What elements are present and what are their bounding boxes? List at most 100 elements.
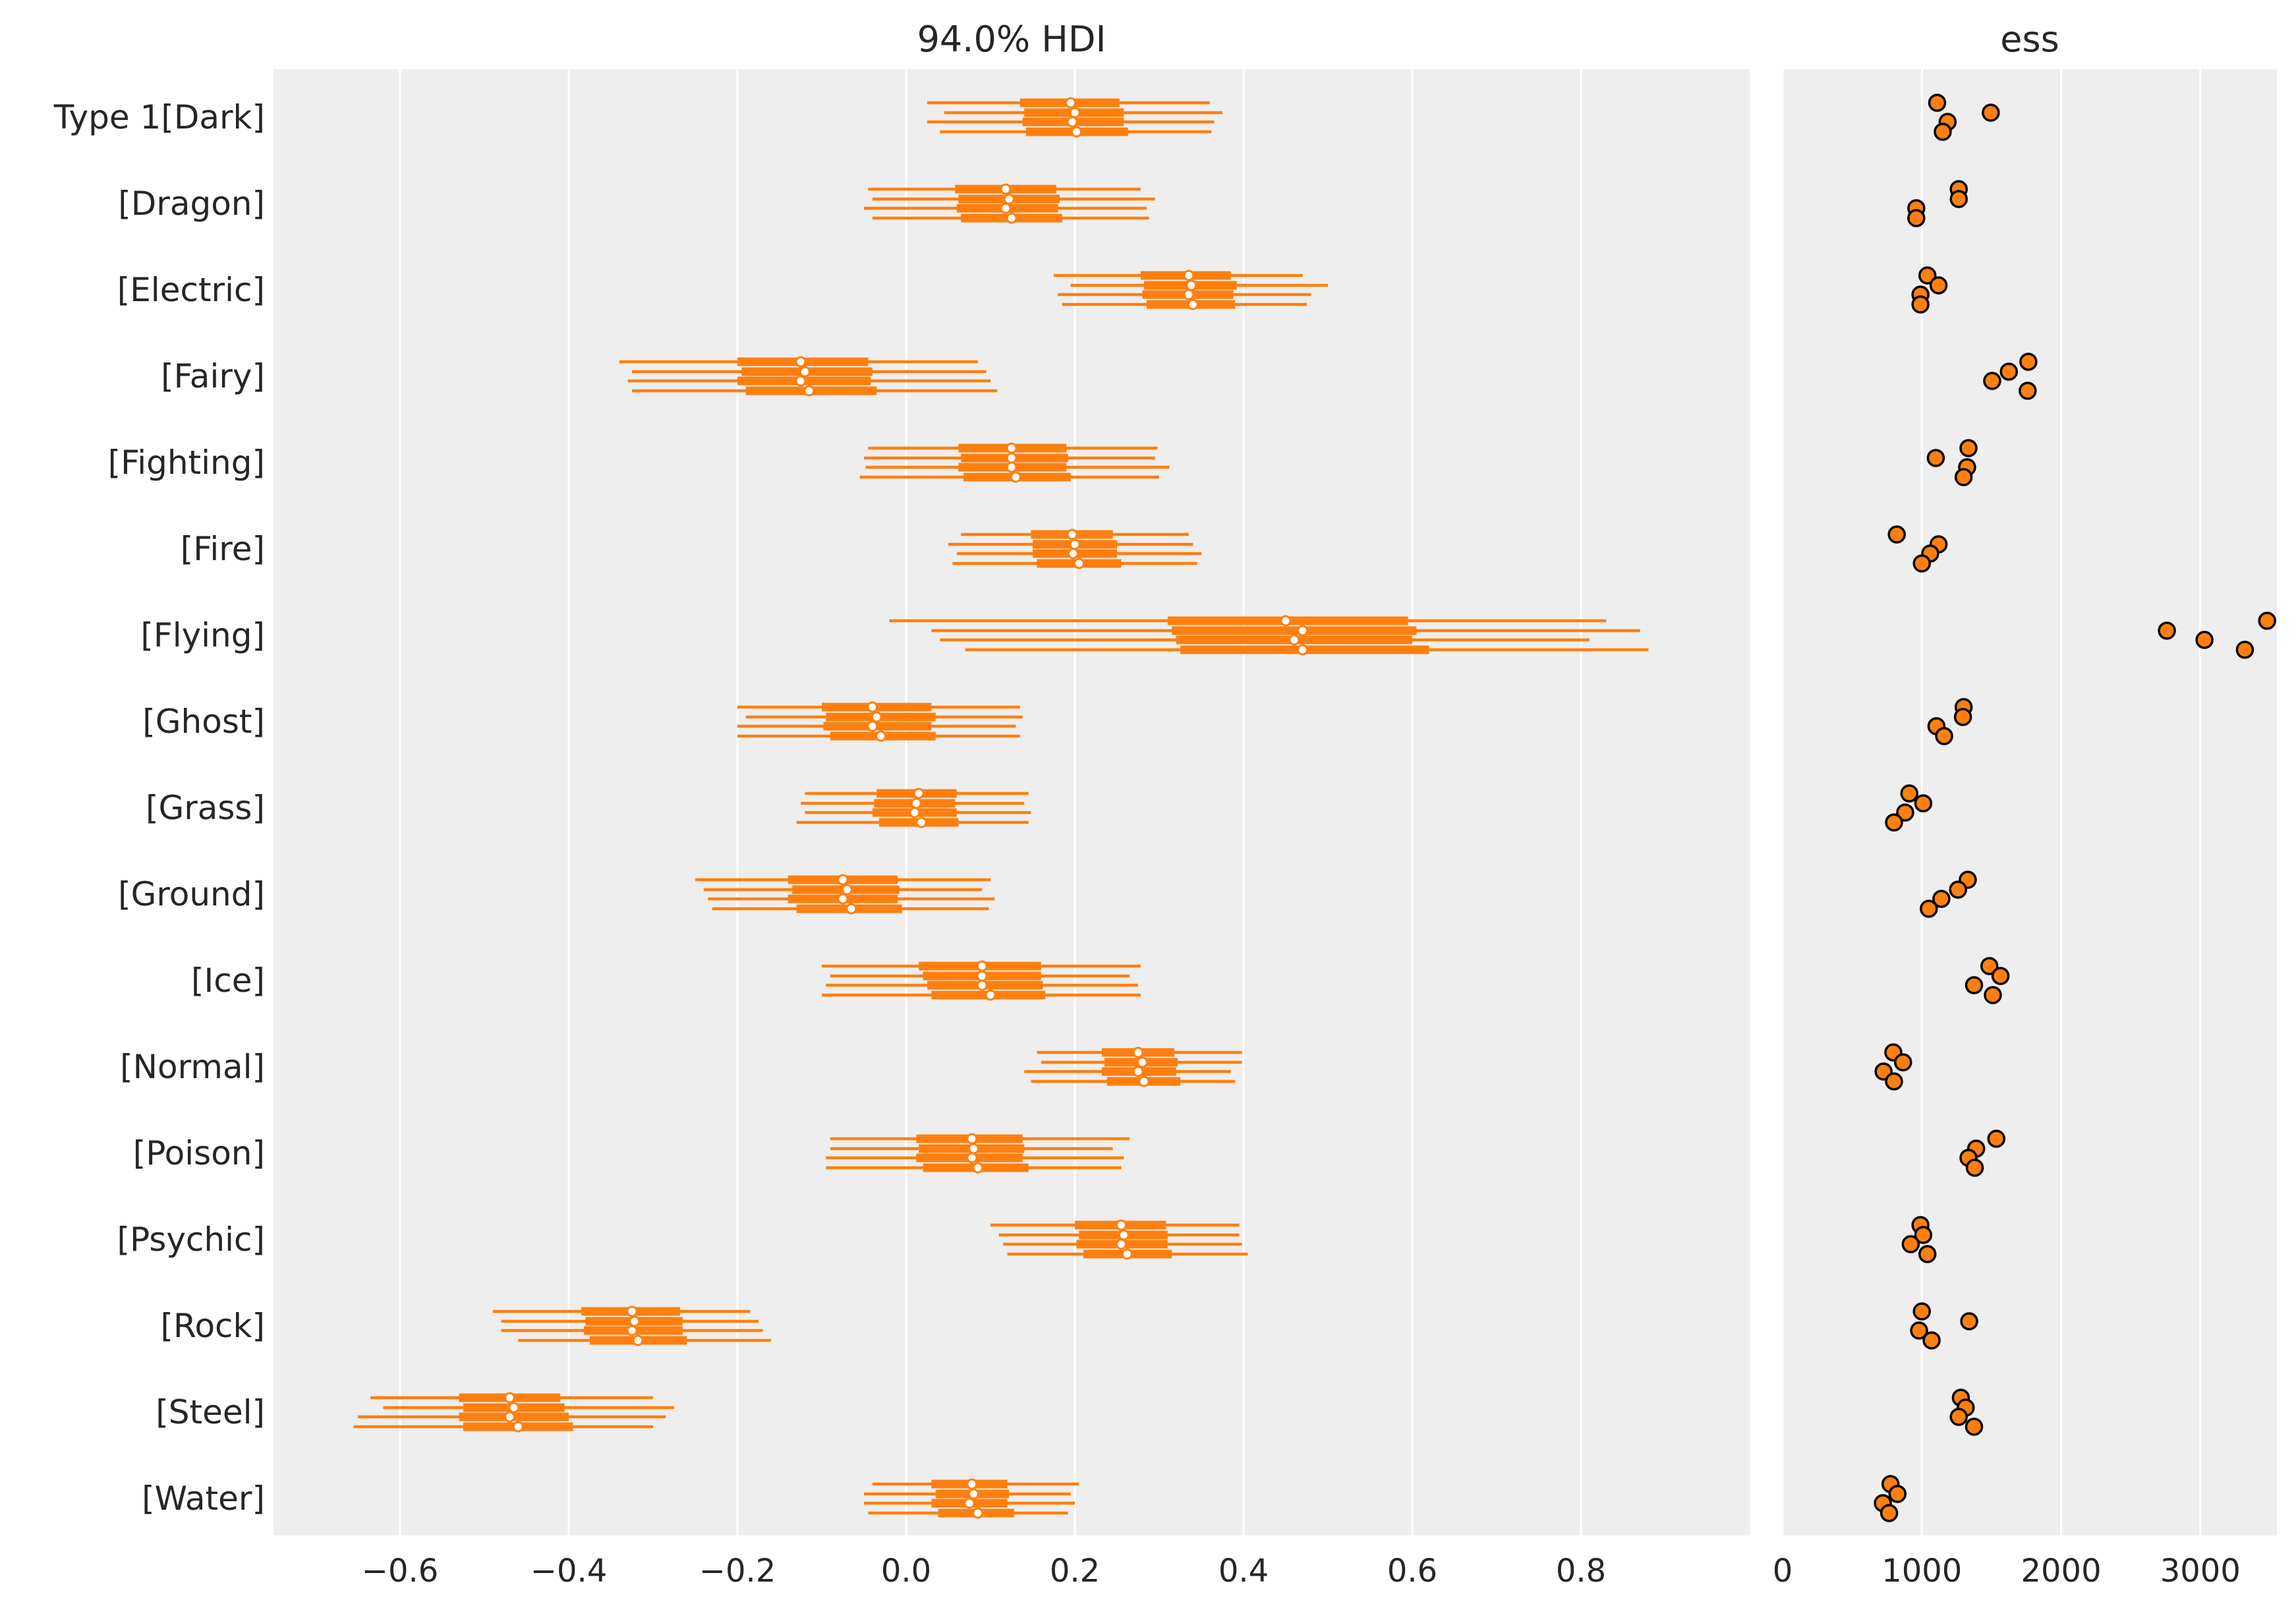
mean-point — [1297, 625, 1309, 637]
mean-point — [795, 375, 807, 387]
mean-point — [837, 874, 849, 886]
ess-point — [1912, 554, 1932, 573]
mean-point — [1187, 299, 1199, 310]
ess-point — [1918, 1245, 1937, 1263]
hdi-x-tick-label: 0.6 — [1387, 1553, 1437, 1590]
ess-point — [1965, 1418, 1984, 1436]
y-tick-label: [Steel] — [156, 1393, 265, 1431]
ess-point — [1893, 1053, 1912, 1072]
mean-point — [966, 1152, 978, 1164]
hdi-x-tick-label: 0.0 — [881, 1553, 931, 1590]
mean-point — [626, 1305, 638, 1317]
mean-point — [1121, 1248, 1133, 1260]
y-tick-label: [Fighting] — [108, 444, 265, 482]
y-axis-labels: Type 1[Dark] [Dragon] [Electric] [Fairy] [Fi… — [53, 98, 265, 1518]
mean-point — [1067, 548, 1079, 559]
mean-point — [915, 816, 927, 828]
y-tick-label: [Fairy] — [161, 357, 265, 395]
mean-point — [1069, 538, 1081, 550]
mean-point — [966, 1478, 978, 1490]
y-tick-label: [Rock] — [160, 1307, 265, 1345]
mean-point — [1065, 97, 1077, 109]
mean-point — [966, 1133, 978, 1145]
ess-point — [1888, 1485, 1907, 1503]
ess-x-tick-label: 0 — [1773, 1553, 1793, 1590]
ess-point — [1912, 1302, 1932, 1321]
y-tick-label: [Ground] — [118, 875, 265, 913]
y-tick-label: [Electric] — [117, 271, 265, 309]
y-tick-label: [Poison] — [133, 1134, 265, 1172]
mean-point — [867, 720, 878, 732]
mean-point — [909, 807, 921, 818]
hdi-x-tick-label: −0.6 — [362, 1553, 439, 1590]
ess-x-tick-label: 2000 — [2021, 1553, 2101, 1590]
ess-point — [1987, 1130, 2006, 1148]
ess-point — [2019, 382, 2037, 400]
ess-point — [1965, 976, 1984, 994]
y-tick-label: [Flying] — [140, 616, 265, 654]
ess-x-tick-labels: 0 1000 2000 3000 — [1773, 1553, 2241, 1590]
mean-point — [629, 1315, 641, 1327]
mean-point — [963, 1497, 975, 1509]
ess-point — [1880, 1504, 1899, 1522]
mean-point — [976, 960, 988, 972]
y-tick-label: [Grass] — [146, 789, 265, 827]
ess-point — [1954, 468, 1973, 486]
mean-point — [1006, 452, 1018, 464]
y-tick-label: [Psychic] — [117, 1220, 266, 1259]
mean-point — [976, 970, 988, 982]
mean-point — [972, 1162, 984, 1174]
ess-point — [1949, 190, 1968, 208]
hdi-panel-title: 94.0% HDI — [917, 18, 1106, 60]
y-tick-label: [Normal] — [120, 1048, 265, 1086]
ess-point — [1959, 439, 1978, 457]
mean-point — [1136, 1056, 1148, 1068]
mean-point — [803, 385, 815, 397]
ess-point — [1980, 957, 1999, 975]
ess-point — [1934, 123, 1952, 141]
hdi-x-tick-label: 0.4 — [1219, 1553, 1269, 1590]
ess-point — [1914, 1226, 1933, 1244]
ess-point — [1901, 1235, 1920, 1253]
ess-points — [1874, 94, 2276, 1522]
mean-point — [503, 1411, 515, 1423]
mean-point — [795, 356, 807, 368]
hdi-x-tick-label: 0.8 — [1556, 1553, 1606, 1590]
ess-point — [2195, 631, 2214, 649]
ess-point — [1885, 1072, 1903, 1091]
ess-x-tick-label: 3000 — [2160, 1553, 2241, 1590]
ess-point — [1949, 880, 1967, 899]
mean-point — [985, 989, 996, 1001]
ess-panel-background — [1783, 69, 2277, 1535]
ess-point — [1920, 900, 1938, 918]
ess-point — [1922, 1331, 1941, 1350]
ess-point — [1918, 266, 1937, 285]
ess-point — [1949, 1408, 1968, 1426]
mean-point — [1115, 1238, 1127, 1250]
mean-point — [508, 1402, 520, 1414]
mean-point — [1006, 212, 1018, 224]
mean-point — [1132, 1046, 1144, 1058]
ess-point — [1907, 209, 1926, 227]
ess-point — [1910, 1321, 1928, 1340]
mean-point — [1183, 270, 1195, 281]
ess-point — [1935, 727, 1953, 745]
y-tick-label: Type 1[Dark] — [53, 98, 265, 136]
y-tick-label: [Water] — [142, 1479, 265, 1518]
mean-point — [1118, 1229, 1130, 1241]
y-tick-label: [Dragon] — [118, 185, 265, 223]
mean-point — [976, 979, 988, 991]
mean-point — [967, 1143, 979, 1155]
mean-point — [846, 903, 857, 915]
mean-point — [512, 1421, 524, 1433]
ess-point — [1983, 372, 2001, 390]
mean-point — [910, 797, 922, 809]
hdi-gridlines — [399, 69, 1582, 1535]
y-tick-label: [Ice] — [191, 961, 265, 1000]
hdi-x-tick-label: −0.4 — [531, 1553, 608, 1590]
ess-point — [1991, 967, 2010, 985]
mean-point — [1280, 615, 1292, 627]
mean-point — [626, 1325, 638, 1336]
mean-point — [1073, 558, 1085, 569]
